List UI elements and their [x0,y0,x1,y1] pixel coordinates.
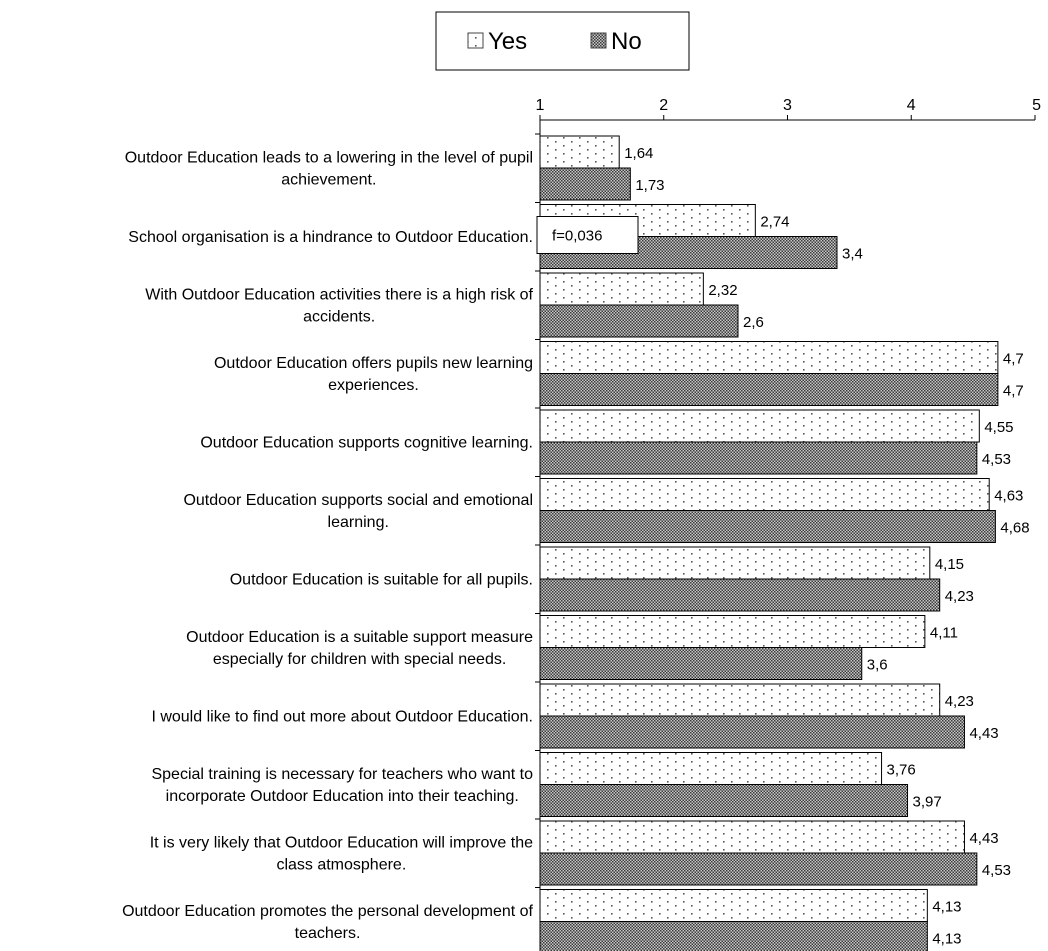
bar-no [539,304,739,338]
annotations: f=0,036 [536,216,639,254]
category-label: It is very likely that Outdoor Education… [150,834,533,873]
bar-yes [539,615,926,648]
bar-yes [539,889,928,922]
x-tick-label: 1 [536,97,545,114]
annotation-text: f=0,036 [552,228,602,245]
bar-yes [539,272,704,306]
data-label-no: 4,7 [1003,383,1024,400]
category-label: Outdoor Education is a suitable support … [186,629,533,668]
data-label-yes: 4,11 [930,625,958,642]
legend-swatch-yes [467,32,484,49]
category-label: With Outdoor Education activities there … [145,286,533,325]
data-label-no: 4,53 [982,862,1011,879]
bar-no [539,441,978,475]
bar-yes [539,752,883,785]
category-label: School organisation is a hindrance to Ou… [128,229,533,246]
bar-no [539,510,996,543]
bar-no [539,921,928,951]
data-label-no: 3,4 [842,246,863,263]
category-labels: Outdoor Education leads to a lowering in… [122,149,533,942]
data-label-yes: 4,43 [969,830,998,847]
data-label-no: 3,97 [913,794,942,811]
data-label-yes: 3,76 [887,762,916,779]
data-label-yes: 4,13 [932,899,961,916]
category-label: Outdoor Education promotes the personal … [122,903,533,942]
legend-swatch-no [590,32,607,49]
bar-yes [539,683,941,717]
annotation-box [536,216,639,254]
data-label-no: 4,43 [969,725,998,742]
data-label-no: 1,73 [635,177,664,194]
data-label-no: 2,6 [743,314,764,331]
bar-no [539,647,863,680]
data-label-no: 4,68 [1000,520,1029,537]
data-label-yes: 4,63 [994,488,1023,505]
x-tick-label: 2 [659,97,668,114]
category-label: Outdoor Education is suitable for all pu… [230,571,533,588]
data-label-yes: 4,23 [945,693,974,710]
bar-yes [539,820,965,854]
bar-yes [539,341,999,374]
category-label: Outdoor Education supports cognitive lea… [200,434,533,451]
data-label-yes: 4,7 [1003,351,1024,368]
data-label-yes: 2,74 [760,214,789,231]
bar-no [539,578,941,612]
bar-yes [539,135,620,169]
bar-yes [539,546,931,580]
bar-no [539,784,909,817]
data-label-no: 4,53 [982,451,1011,468]
data-label-yes: 1,64 [624,145,653,162]
data-label-yes: 4,55 [984,419,1013,436]
data-label-no: 4,23 [945,588,974,605]
legend: Yes No [435,11,690,71]
category-label: Outdoor Education supports social and em… [183,492,533,531]
data-label-no: 4,13 [932,931,961,948]
data-label-yes: 2,32 [708,282,737,299]
data-label-yes: 4,15 [935,556,964,573]
bar-yes [539,478,990,511]
bar-no [539,373,999,406]
bar-no [539,167,631,201]
legend-label-yes: Yes [488,28,527,55]
category-label: Special training is necessary for teache… [151,766,533,805]
category-label: I would like to find out more about Outd… [151,708,533,725]
x-tick-label: 4 [907,97,916,114]
data-label-no: 3,6 [867,657,888,674]
x-tick-label: 5 [1032,97,1041,114]
bar-no [539,715,965,749]
category-label: Outdoor Education leads to a lowering in… [125,149,533,188]
bar-yes [539,409,980,443]
category-label: Outdoor Education offers pupils new lear… [214,355,533,394]
bar-no [539,852,978,886]
legend-label-no: No [611,28,642,55]
x-tick-label: 3 [783,97,792,114]
bars: 1,64 1,73 2,74 3,4 2,32 2,6 4,7 4,7 4,55 4,53 4,63… [539,135,1030,951]
